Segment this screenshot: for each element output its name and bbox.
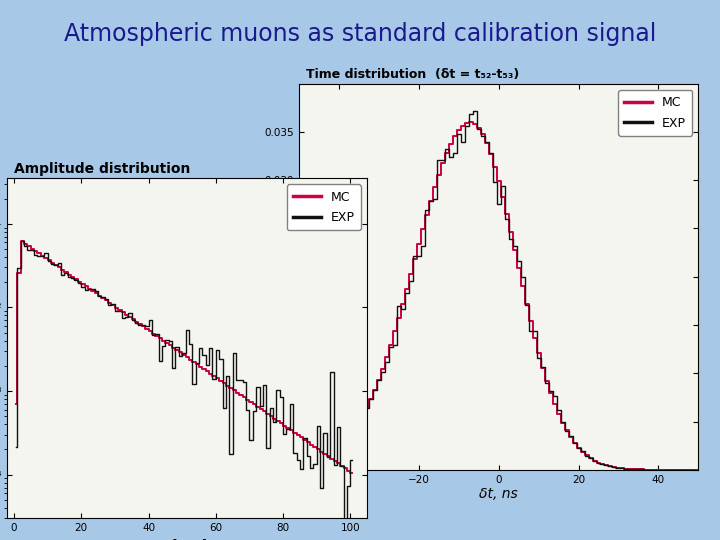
Text: Atmospheric muons as standard calibration signal: Atmospheric muons as standard calibratio… [64, 22, 656, 46]
Legend: MC, EXP: MC, EXP [287, 185, 361, 231]
X-axis label: δt, ns: δt, ns [480, 488, 518, 502]
X-axis label: Ph.el.: Ph.el. [161, 539, 214, 540]
Legend: MC, EXP: MC, EXP [618, 90, 692, 136]
Text: Time distribution  (δt = t₅₂-t₅₃): Time distribution (δt = t₅₂-t₅₃) [306, 68, 519, 81]
Text: Amplitude distribution: Amplitude distribution [14, 161, 191, 176]
